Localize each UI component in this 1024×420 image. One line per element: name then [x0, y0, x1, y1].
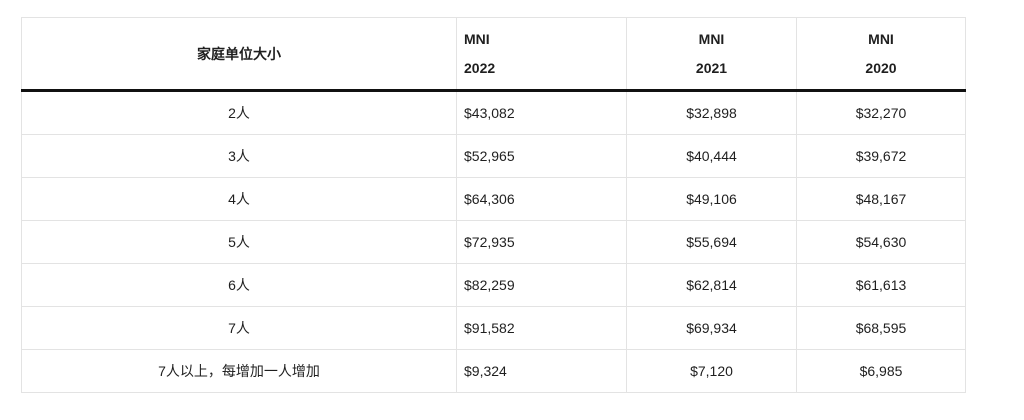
header-mni-2022: MNI 2022	[456, 17, 627, 92]
mni-2022-cell: $72,935	[456, 220, 627, 264]
household-size-cell: 3人	[21, 134, 457, 178]
header-year: 2022	[464, 59, 496, 76]
mni-2020-cell: $54,630	[796, 220, 966, 264]
header-year: 2021	[695, 59, 728, 76]
mni-2020-cell: $48,167	[796, 177, 966, 221]
mni-2021-cell: $32,898	[626, 90, 797, 135]
table-row: 7人以上，每增加一人增加 $9,324 $7,120 $6,985	[21, 349, 966, 393]
household-size-cell: 6人	[21, 263, 457, 307]
mni-2022-cell: $43,082	[456, 90, 627, 135]
mni-2022-cell: $82,259	[456, 263, 627, 307]
household-size-cell: 5人	[21, 220, 457, 264]
mni-2022-cell: $9,324	[456, 349, 627, 393]
income-table: 家庭单位大小 MNI 2022 MNI 2021 MNI 2020 2人 $43…	[21, 17, 966, 393]
header-mni-2020: MNI 2020	[796, 17, 966, 92]
table-row: 4人 $64,306 $49,106 $48,167	[21, 177, 966, 221]
mni-2022-cell: $64,306	[456, 177, 627, 221]
household-size-cell: 4人	[21, 177, 457, 221]
mni-2020-cell: $39,672	[796, 134, 966, 178]
mni-2021-cell: $49,106	[626, 177, 797, 221]
household-size-cell: 2人	[21, 90, 457, 135]
mni-2022-cell: $91,582	[456, 306, 627, 350]
mni-2021-cell: $55,694	[626, 220, 797, 264]
header-mni-2021: MNI 2021	[626, 17, 797, 92]
mni-2020-cell: $6,985	[796, 349, 966, 393]
header-mni-label: MNI	[698, 30, 725, 47]
table-row: 6人 $82,259 $62,814 $61,613	[21, 263, 966, 307]
header-household-size: 家庭单位大小	[21, 17, 457, 92]
table-row: 3人 $52,965 $40,444 $39,672	[21, 134, 966, 178]
household-size-cell: 7人以上，每增加一人增加	[21, 349, 457, 393]
table-row: 2人 $43,082 $32,898 $32,270	[21, 90, 966, 135]
table-header-row: 家庭单位大小 MNI 2022 MNI 2021 MNI 2020	[21, 17, 966, 92]
table-row: 7人 $91,582 $69,934 $68,595	[21, 306, 966, 350]
income-table-container: 家庭单位大小 MNI 2022 MNI 2021 MNI 2020 2人 $43…	[21, 17, 966, 393]
header-year: 2020	[865, 59, 897, 76]
header-mni-label: MNI	[868, 30, 894, 47]
mni-2020-cell: $61,613	[796, 263, 966, 307]
mni-2022-cell: $52,965	[456, 134, 627, 178]
household-size-cell: 7人	[21, 306, 457, 350]
mni-2021-cell: $69,934	[626, 306, 797, 350]
header-mni-label: MNI	[464, 30, 490, 47]
table-row: 5人 $72,935 $55,694 $54,630	[21, 220, 966, 264]
mni-2020-cell: $68,595	[796, 306, 966, 350]
mni-2021-cell: $40,444	[626, 134, 797, 178]
mni-2021-cell: $62,814	[626, 263, 797, 307]
mni-2020-cell: $32,270	[796, 90, 966, 135]
mni-2021-cell: $7,120	[626, 349, 797, 393]
